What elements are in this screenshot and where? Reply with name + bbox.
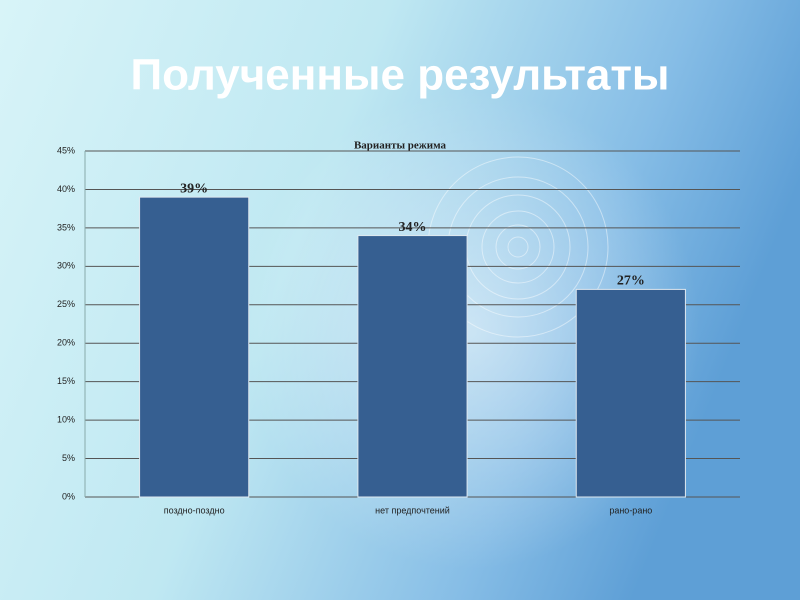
y-tick-label: 0%	[62, 491, 75, 501]
slide-title: Полученные результаты	[131, 51, 670, 100]
chart-title: Варианты режима	[354, 140, 447, 152]
x-tick-label: рано-рано	[609, 505, 652, 515]
y-tick-label: 35%	[57, 222, 75, 232]
bar	[575, 288, 686, 498]
value-label: 34%	[399, 220, 427, 235]
y-tick-label: 30%	[57, 261, 75, 271]
y-tick-label: 40%	[57, 184, 75, 194]
value-label: 27%	[617, 274, 645, 289]
y-tick-label: 10%	[57, 414, 75, 424]
value-label: 39%	[180, 181, 208, 196]
y-tick-label: 20%	[57, 338, 75, 348]
x-tick-label: поздно-поздно	[164, 505, 225, 515]
y-tick-label: 25%	[57, 299, 75, 309]
bar	[139, 196, 250, 498]
y-tick-label: 45%	[57, 145, 75, 155]
y-tick-label: 15%	[57, 376, 75, 386]
y-tick-label: 5%	[62, 453, 75, 463]
bar	[357, 235, 468, 498]
x-tick-label: нет предпочтений	[375, 505, 450, 515]
